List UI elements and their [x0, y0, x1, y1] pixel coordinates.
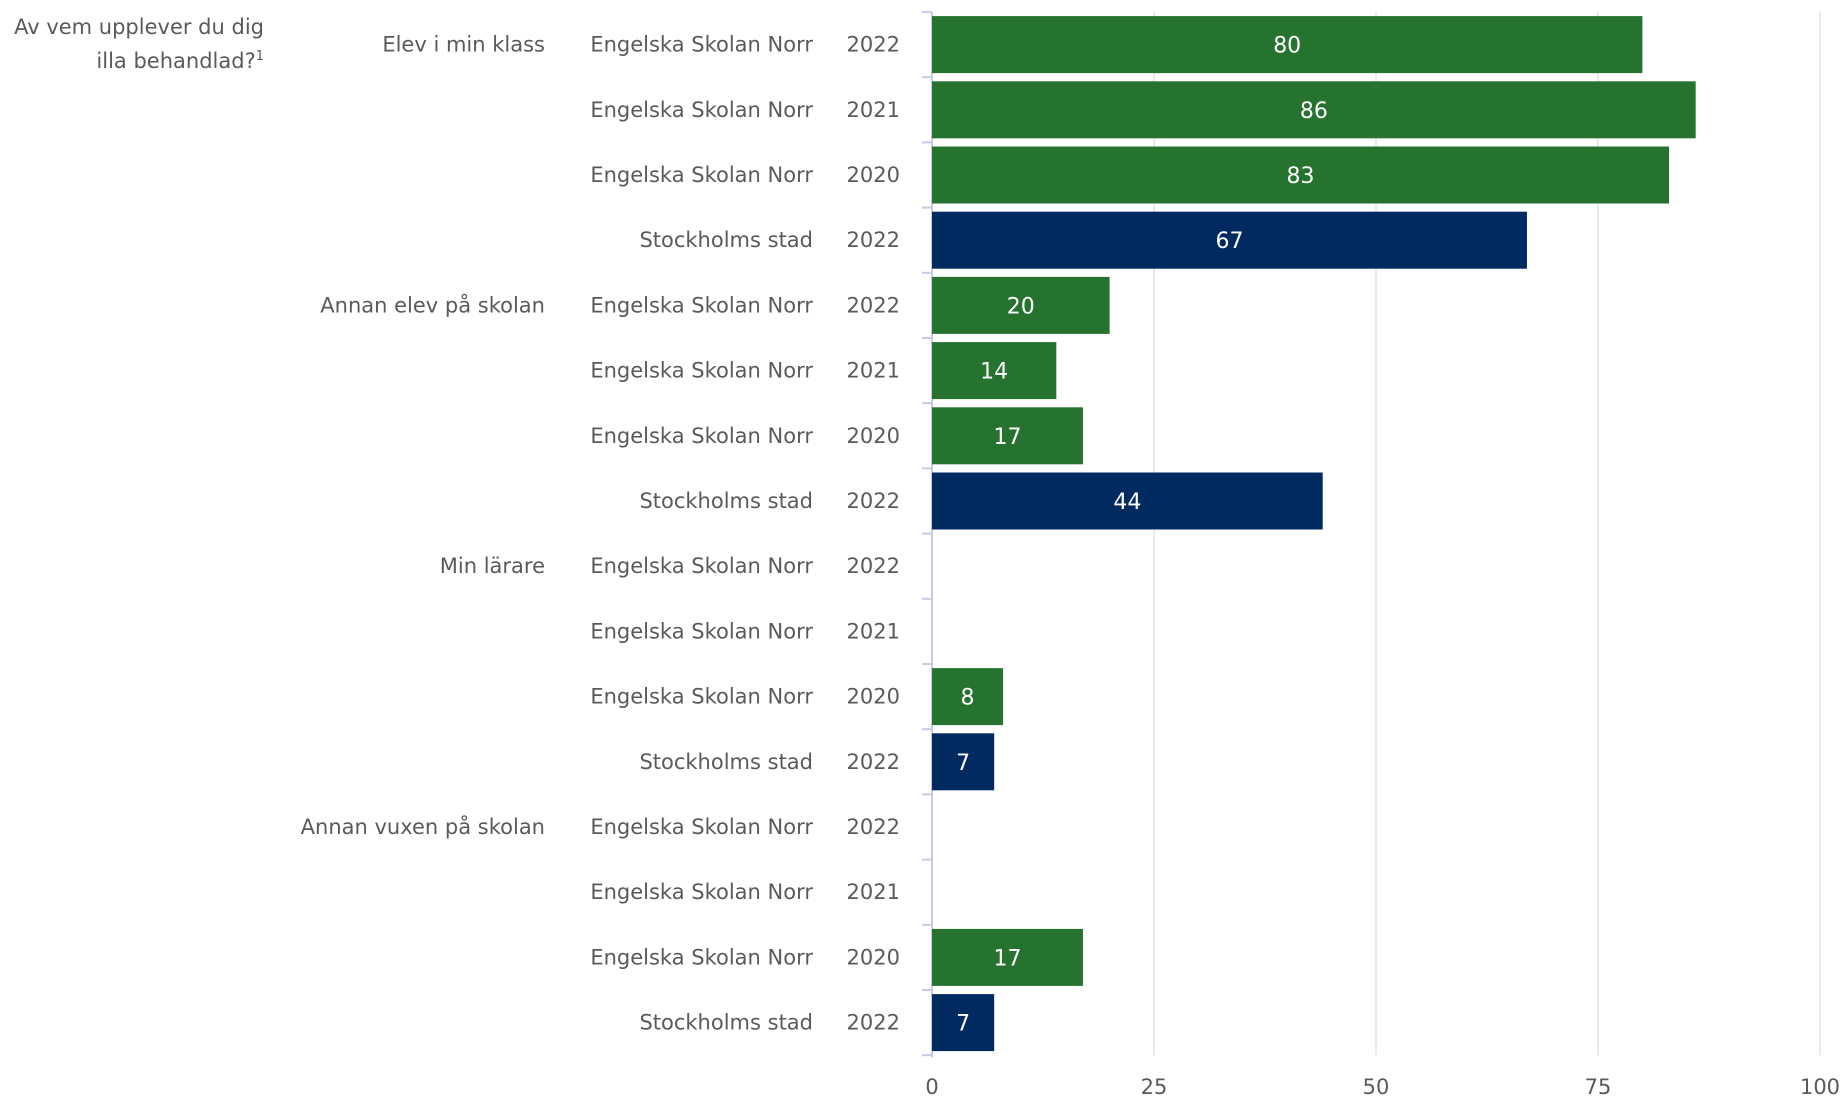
- bar: [932, 276, 1110, 334]
- bar-value-label: 86: [1300, 99, 1328, 124]
- unit-label: Engelska Skolan Norr: [590, 98, 813, 122]
- year-label: 2021: [847, 359, 900, 383]
- group-label: Elev i min klass: [382, 33, 545, 57]
- bar: [932, 668, 1004, 726]
- bar: [932, 733, 995, 791]
- unit-label: Engelska Skolan Norr: [590, 33, 813, 57]
- unit-label: Engelska Skolan Norr: [590, 880, 813, 904]
- year-label: 2022: [847, 489, 900, 513]
- unit-label: Stockholms stad: [639, 750, 813, 774]
- bar-value-label: 17: [993, 946, 1021, 971]
- unit-label: Engelska Skolan Norr: [590, 424, 813, 448]
- bar-value-label: 44: [1113, 490, 1141, 515]
- unit-label: Engelska Skolan Norr: [590, 554, 813, 578]
- year-label: 2020: [847, 685, 900, 709]
- x-tick-label: 25: [1141, 1075, 1168, 1098]
- unit-label: Engelska Skolan Norr: [590, 685, 813, 709]
- bar-value-label: 17: [993, 425, 1021, 450]
- bar-value-label: 80: [1273, 34, 1301, 59]
- unit-label: Engelska Skolan Norr: [590, 945, 813, 969]
- unit-label: Stockholms stad: [639, 489, 813, 513]
- bar: [932, 342, 1057, 400]
- group-label: Min lärare: [440, 554, 545, 578]
- bar: [932, 16, 1643, 74]
- unit-label: Engelska Skolan Norr: [590, 163, 813, 187]
- x-tick-label: 0: [925, 1075, 938, 1098]
- year-label: 2022: [847, 1011, 900, 1035]
- bar: [932, 211, 1527, 269]
- year-label: 2022: [847, 750, 900, 774]
- year-label: 2021: [847, 619, 900, 643]
- bar-value-label: 7: [956, 1012, 970, 1037]
- question-footnote: 1: [255, 49, 264, 64]
- bar: [932, 472, 1323, 530]
- bar: [932, 407, 1083, 465]
- unit-label: Engelska Skolan Norr: [590, 293, 813, 317]
- question-text: Av vem upplever du dig illa behandlad?: [14, 15, 264, 73]
- year-label: 2022: [847, 815, 900, 839]
- bar-value-label: 14: [980, 360, 1008, 385]
- unit-label: Stockholms stad: [639, 228, 813, 252]
- bar-value-label: 83: [1287, 164, 1315, 189]
- year-label: 2021: [847, 98, 900, 122]
- year-label: 2022: [847, 554, 900, 578]
- unit-label: Engelska Skolan Norr: [590, 619, 813, 643]
- bar: [932, 81, 1696, 139]
- bar-value-label: 7: [956, 751, 970, 776]
- year-label: 2020: [847, 163, 900, 187]
- unit-label: Engelska Skolan Norr: [590, 815, 813, 839]
- year-label: 2022: [847, 293, 900, 317]
- year-label: 2022: [847, 33, 900, 57]
- year-label: 2022: [847, 228, 900, 252]
- x-tick-label: 50: [1363, 1075, 1390, 1098]
- bar: [932, 994, 995, 1052]
- unit-label: Engelska Skolan Norr: [590, 359, 813, 383]
- bar-value-label: 20: [1007, 294, 1035, 319]
- question-title: Av vem upplever du dig illa behandlad?1: [4, 12, 264, 76]
- x-tick-label: 100: [1800, 1075, 1840, 1098]
- year-label: 2020: [847, 424, 900, 448]
- year-label: 2021: [847, 880, 900, 904]
- year-label: 2020: [847, 945, 900, 969]
- group-label: Annan vuxen på skolan: [301, 814, 545, 839]
- x-tick-label: 75: [1585, 1075, 1612, 1098]
- unit-label: Stockholms stad: [639, 1011, 813, 1035]
- bar-value-label: 8: [961, 686, 975, 711]
- group-label: Annan elev på skolan: [320, 292, 545, 317]
- bar: [932, 146, 1670, 204]
- bar-value-label: 67: [1215, 229, 1243, 254]
- bar: [932, 928, 1083, 986]
